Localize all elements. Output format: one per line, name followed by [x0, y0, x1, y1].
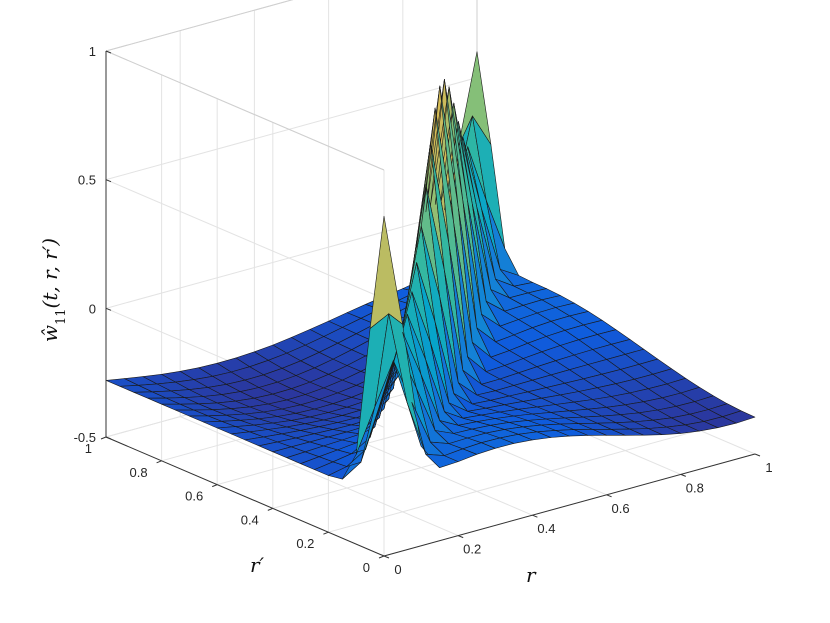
- y-tick-label: 0.2: [296, 536, 314, 551]
- x-tick-label: 0.6: [612, 501, 630, 516]
- y-tick-mark: [100, 436, 107, 440]
- y-axis-line: [105, 436, 385, 557]
- z-axis-label: ŵ11(t, r, r′): [38, 238, 69, 342]
- y-tick-label: 0.6: [185, 489, 203, 504]
- box-edge: [105, 0, 294, 52]
- wall-gridline: [105, 0, 294, 52]
- y-tick-mark: [267, 507, 273, 511]
- y-tick-mark: [212, 484, 218, 488]
- x-tick-mark: [383, 555, 390, 559]
- x-tick-label: 0.4: [537, 521, 555, 536]
- wall-gridline: [105, 77, 478, 181]
- z-tick-mark: [105, 179, 112, 183]
- z-tick-label: -0.5: [74, 430, 96, 445]
- floor-gridline: [328, 429, 700, 533]
- y-tick-label: 0.8: [130, 465, 148, 480]
- z-tick-mark: [105, 436, 112, 440]
- surface-face: [369, 215, 403, 329]
- x-axis-line: [383, 453, 756, 557]
- z-label-subscript: 11: [54, 308, 69, 325]
- x-axis-label: r: [526, 563, 537, 587]
- z-tick-label: 1: [89, 44, 96, 59]
- surface-face: [722, 410, 756, 424]
- x-tick-label: 0: [394, 562, 401, 577]
- wall-gridline: [105, 179, 385, 300]
- x-tick-mark: [754, 453, 761, 457]
- z-tick-mark: [105, 307, 112, 311]
- z-label-base: ŵ: [38, 325, 62, 342]
- box-edge: [105, 50, 385, 171]
- x-tick-label: 1: [765, 460, 772, 475]
- floor-gridline: [180, 416, 459, 537]
- x-tick-mark: [606, 494, 612, 498]
- y-axis-label: r′: [250, 553, 265, 577]
- wall-gridline: [105, 205, 478, 309]
- surface-plot: [105, 51, 756, 480]
- y-tick-label: 0.4: [241, 512, 259, 527]
- z-label-args: (t, r, r′): [38, 238, 62, 309]
- y-tick-mark: [378, 555, 385, 559]
- y-tick-label: 1: [85, 441, 92, 456]
- z-tick-mark: [105, 50, 112, 54]
- x-tick-mark: [532, 514, 538, 518]
- x-tick-mark: [680, 473, 686, 477]
- z-tick-label: 0.5: [78, 173, 96, 188]
- x-tick-label: 0.8: [686, 480, 704, 495]
- y-tick-label: 0: [363, 560, 370, 575]
- x-tick-mark: [458, 535, 464, 539]
- y-tick-mark: [323, 531, 329, 535]
- axis-labels: r r′ ŵ11(t, r, r′): [38, 238, 537, 587]
- z-tick-label: 0: [89, 301, 96, 316]
- y-tick-mark: [156, 460, 162, 464]
- x-tick-label: 0.2: [463, 542, 481, 557]
